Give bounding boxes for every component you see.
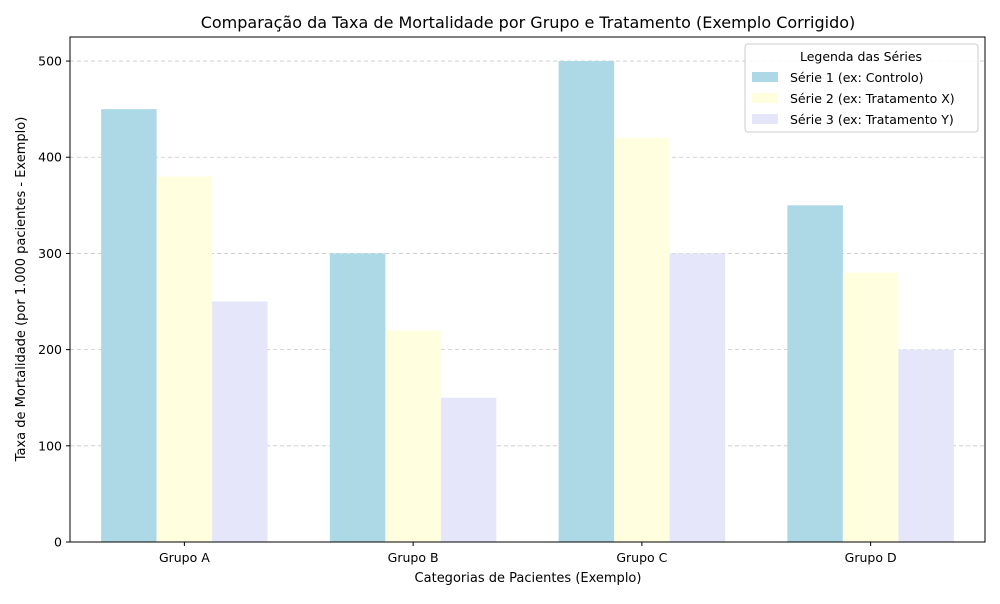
legend-box: [744, 43, 979, 133]
bar: [558, 61, 615, 543]
plot-frame: [69, 36, 986, 543]
bar: [614, 138, 670, 542]
x-tick-label: Grupo B: [388, 550, 439, 565]
x-axis-ticks: Grupo A Grupo B Grupo C Grupo D: [159, 542, 897, 565]
y-tick-label: 0: [54, 535, 62, 550]
y-tick-label: 100: [38, 438, 62, 453]
bar: [156, 176, 213, 542]
x-tick-label: Grupo A: [159, 550, 210, 565]
legend-swatch: [752, 93, 778, 103]
axes: [69, 36, 986, 543]
legend-label: Série 1 (ex: Controlo): [790, 70, 923, 85]
bar: [787, 205, 843, 543]
y-tick-label: 300: [38, 246, 62, 261]
bars: [101, 61, 954, 543]
y-axis-ticks: 0 100 200 300 400 500: [38, 54, 70, 550]
x-tick-label: Grupo D: [845, 550, 897, 565]
legend: Legenda das Séries Série 1 (ex: Controlo…: [744, 43, 979, 133]
bar: [669, 253, 726, 542]
bar: [898, 349, 954, 542]
bar: [842, 272, 899, 542]
legend-label: Série 2 (ex: Tratamento X): [790, 91, 955, 106]
x-axis-label: Categorias de Pacientes (Exemplo): [415, 571, 642, 586]
bar: [440, 397, 497, 542]
y-axis-label: Taxa de Mortalidade (por 1.000 pacientes…: [14, 117, 29, 463]
legend-label: Série 3 (ex: Tratamento Y): [790, 112, 954, 127]
bar: [212, 301, 268, 542]
legend-swatch: [752, 72, 778, 82]
bar: [101, 109, 157, 543]
y-tick-label: 500: [38, 54, 62, 69]
x-tick-label: Grupo C: [616, 550, 667, 565]
chart-title: Comparação da Taxa de Mortalidade por Gr…: [201, 13, 856, 32]
legend-items: Série 1 (ex: Controlo) Série 2 (ex: Trata…: [752, 70, 955, 127]
grid-lines: [70, 60, 985, 447]
y-tick-label: 200: [38, 342, 62, 357]
y-tick-label: 400: [38, 150, 62, 165]
bar: [329, 253, 386, 542]
bar: [385, 330, 441, 542]
legend-title: Legenda das Séries: [800, 49, 922, 64]
legend-swatch: [752, 114, 778, 124]
